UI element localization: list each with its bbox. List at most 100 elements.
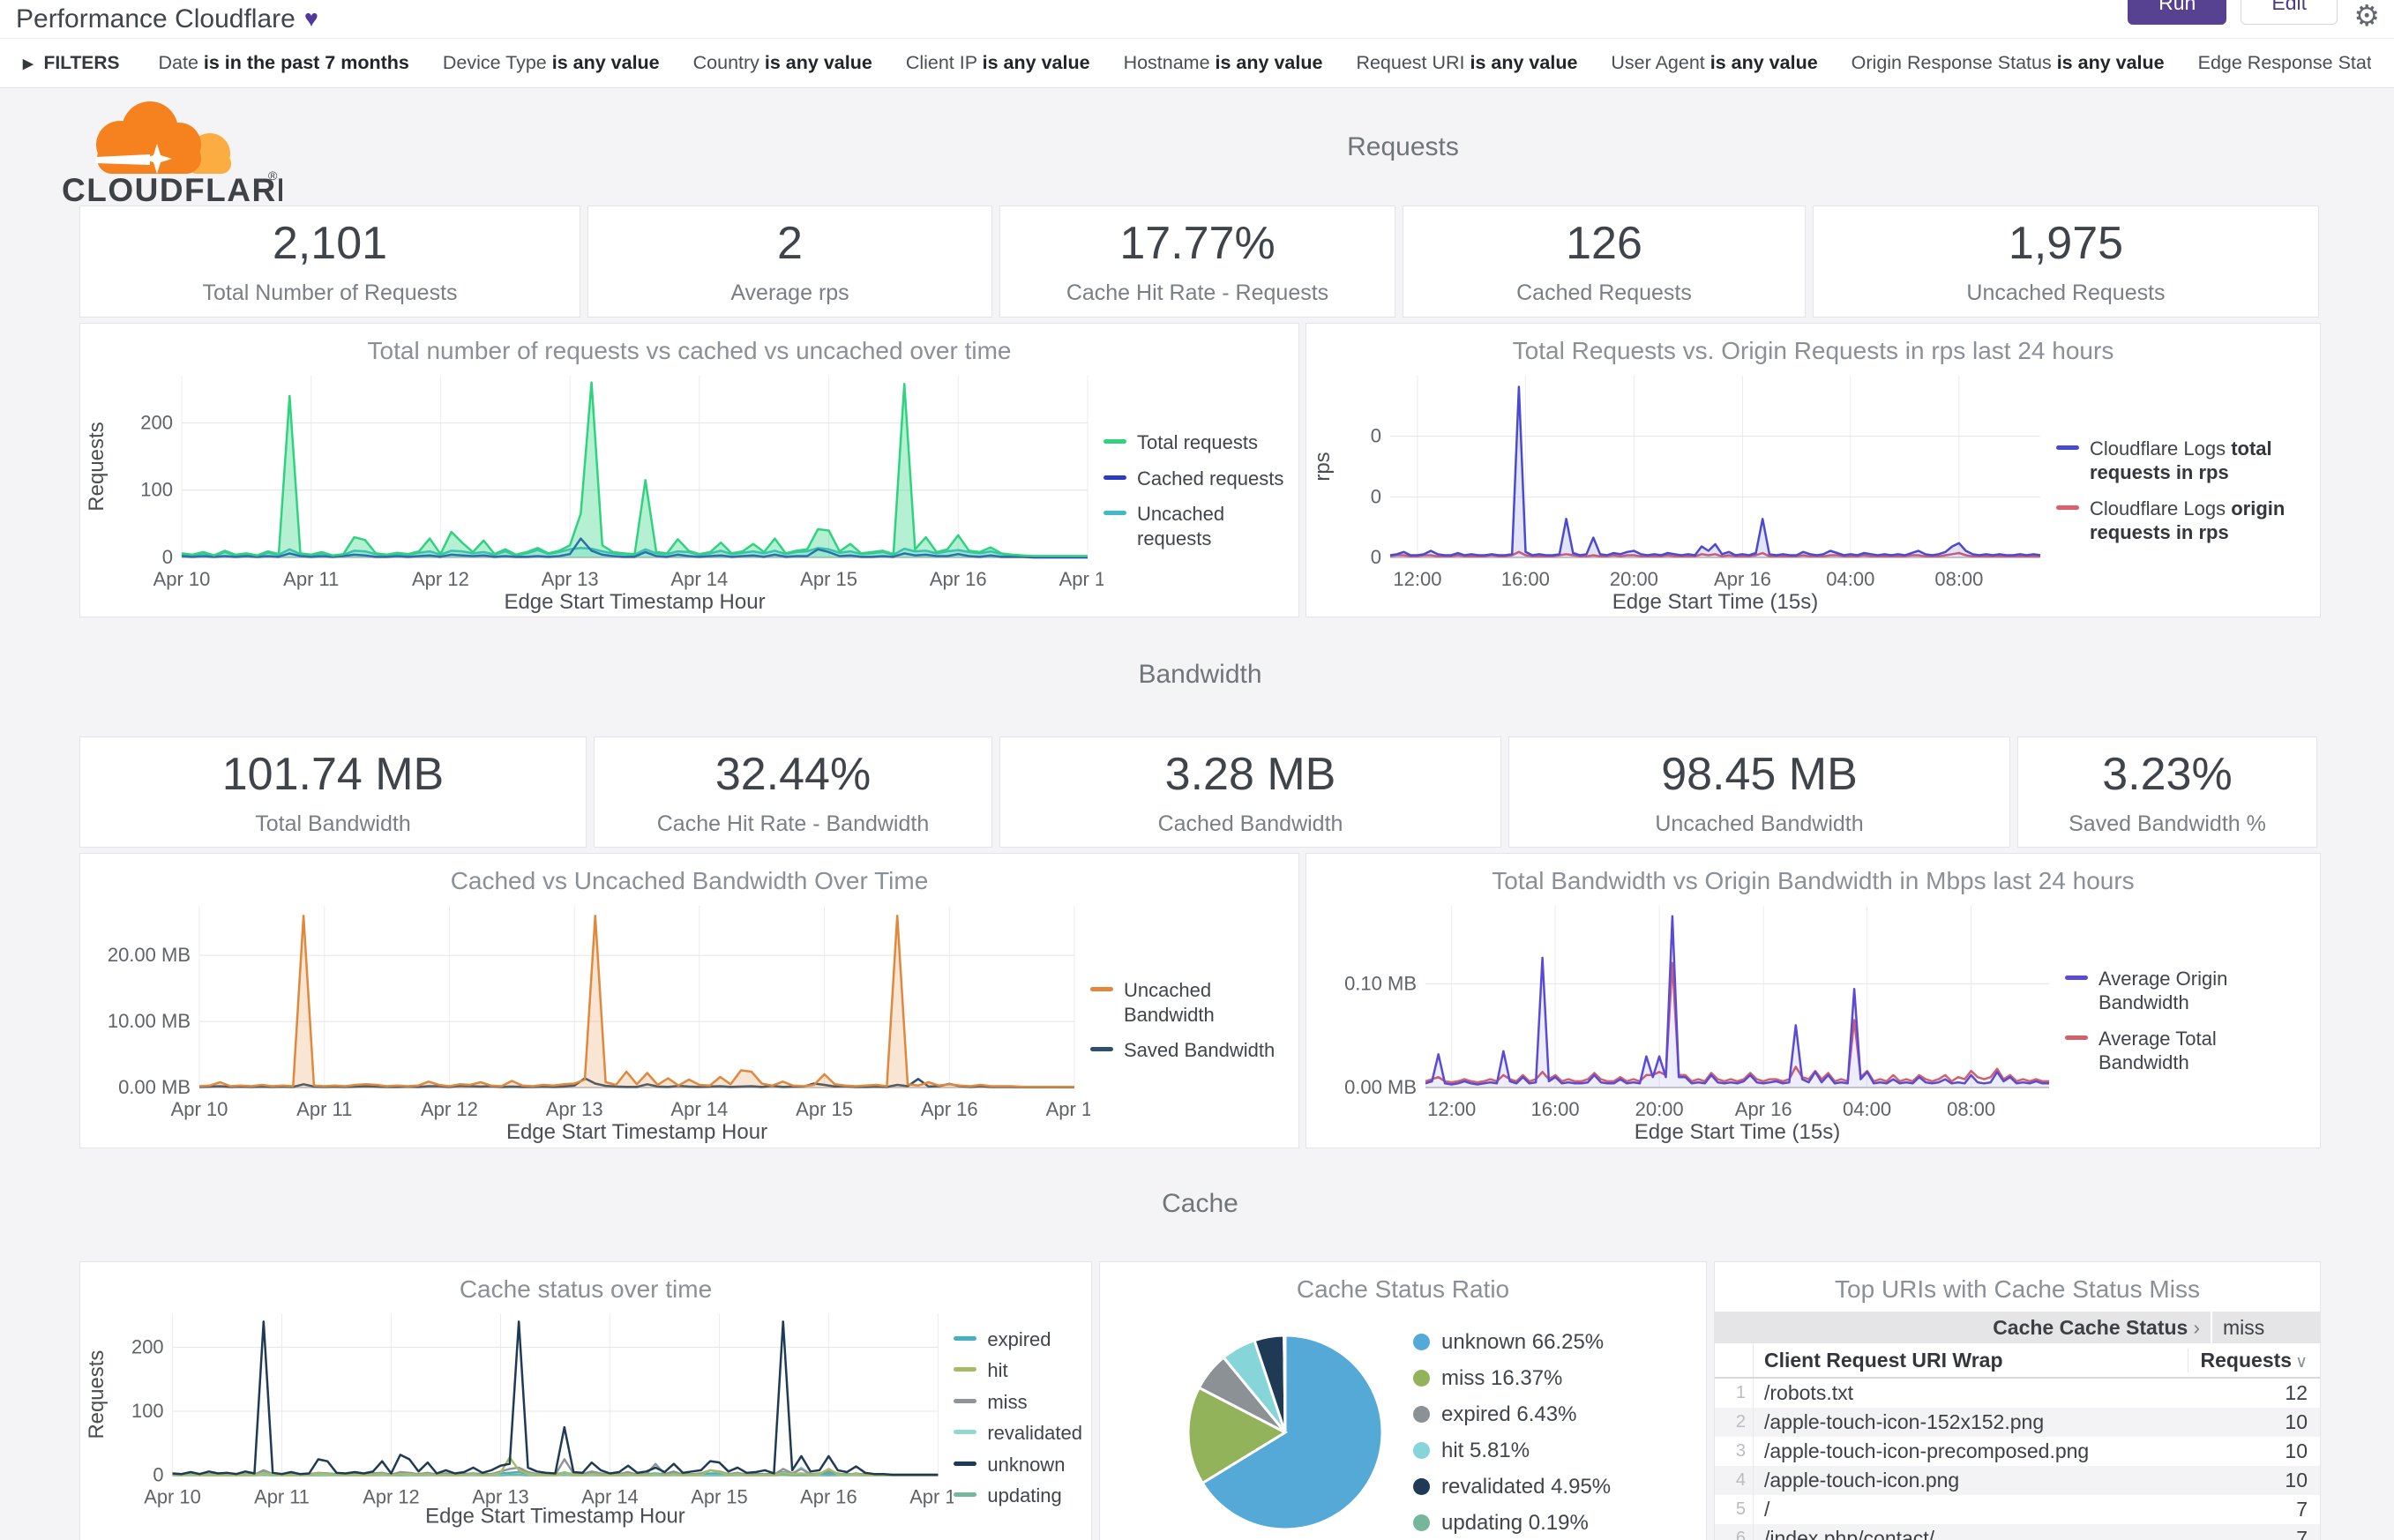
filter-field: Client IP [905,52,983,73]
svg-text:Apr 14: Apr 14 [670,568,728,590]
svg-text:Apr 12: Apr 12 [363,1486,419,1508]
table-header-row: Client Request URI Wrap Requests ∨ [1715,1343,2320,1379]
kpi-tile[interactable]: 17.77% Cache Hit Rate - Requests [999,206,1395,318]
kpi-tile[interactable]: 1,975 Uncached Requests [1813,206,2319,318]
filters-toggle[interactable]: ▶ FILTERS [23,53,120,74]
expand-triangle-icon: ▶ [23,56,34,71]
legend-swatch [954,1430,977,1434]
requests-column-header[interactable]: Requests ∨ [2188,1348,2320,1372]
uri-cell[interactable]: /robots.txt [1764,1381,1853,1404]
kpi-label: Total Number of Requests [202,280,458,305]
pie-legend-item[interactable]: updating 0.19% [1413,1511,1611,1536]
kpi-label: Cache Hit Rate - Bandwidth [656,811,930,836]
legend-item[interactable]: Cloudflare Logs origin requests in rps [2056,497,2311,545]
requests-cell[interactable]: 7 [2296,1527,2308,1540]
filter-field: User Agent [1611,52,1710,73]
requests-cell[interactable]: 10 [2285,1439,2308,1462]
legend-item[interactable]: Average Total Bandwidth [2065,1027,2311,1075]
chart-title: Cache status over time [459,1275,713,1303]
requests-cell[interactable]: 7 [2296,1498,2308,1521]
run-button[interactable]: Run [2128,0,2227,25]
uri-cell[interactable]: /apple-touch-icon.png [1764,1469,1960,1491]
pie-legend-item[interactable]: miss 16.37% [1413,1366,1611,1391]
legend-item[interactable]: Cloudflare Logs total requests in rps [2056,437,2311,485]
pie-legend-label: revalidated 4.95% [1441,1474,1612,1499]
legend-item[interactable]: hit [954,1358,1082,1383]
pie-slice-miss[interactable] [1186,1386,1289,1485]
pivot-header-label[interactable]: Cache Cache Status › [1993,1315,2200,1339]
kpi-tile[interactable]: 126 Cached Requests [1403,206,1806,318]
kpi-tile[interactable]: 3.28 MB Cached Bandwidth [999,736,1501,848]
row-number: 5 [1715,1495,1754,1524]
filter-chip[interactable]: Date is in the past 7 months [159,52,409,74]
requests-cell[interactable]: 10 [2285,1469,2308,1491]
legend-item[interactable]: unknown [954,1453,1082,1477]
kpi-tile[interactable]: 2 Average rps [587,206,992,318]
pie-slice-unknown[interactable] [1201,1334,1384,1531]
pie-legend-item[interactable]: revalidated 4.95% [1413,1475,1611,1499]
uri-cell[interactable]: /apple-touch-icon-precomposed.png [1764,1439,2090,1462]
legend-item[interactable]: updating [954,1484,1082,1508]
table-row: 5 / 7 [1715,1495,2320,1524]
uri-cell[interactable]: /index.php/contact/ [1764,1527,1935,1540]
filter-condition: is any value [551,52,660,73]
uri-cell[interactable]: / [1764,1498,1770,1521]
chart-title: Cache Status Ratio [1296,1275,1510,1303]
rps-24h-chart: 12:00 16:00 20:00 Apr 16 04:00 08:00 0 0 0 rps Edg… [1311,376,2041,614]
legend-item[interactable]: Uncached Bandwidth [1090,978,1290,1027]
legend-label: Total requests [1137,431,1258,453]
svg-text:20:00: 20:00 [1635,1098,1684,1120]
svg-text:Apr 15: Apr 15 [691,1486,747,1508]
kpi-tile[interactable]: 2,101 Total Number of Requests [79,206,580,318]
svg-text:0: 0 [1371,485,1381,507]
sort-desc-icon: ∨ [2295,1352,2308,1372]
kpi-tile[interactable]: 3.23% Saved Bandwidth % [2017,736,2317,848]
bandwidth-chart-row: Cached vs Uncached Bandwidth Over Time A… [79,853,2321,1148]
legend-item[interactable]: Average Origin Bandwidth [2065,967,2311,1015]
filter-chip[interactable]: Device Type is any value [443,52,660,74]
svg-text:0.10 MB: 0.10 MB [1344,972,1417,994]
legend-item[interactable]: Cached requests [1103,467,1290,491]
pie-legend-item[interactable]: expired 6.43% [1413,1402,1611,1427]
filter-chip[interactable]: Country is any value [693,52,872,74]
kpi-tile[interactable]: 32.44% Cache Hit Rate - Bandwidth [594,736,992,848]
kpi-label: Average rps [730,280,849,305]
filter-chip[interactable]: Edge Response Status is any value [2198,52,2371,74]
svg-text:Apr 11: Apr 11 [283,568,339,590]
legend-swatch [1103,439,1126,444]
tile-requests-over-time: Total number of requests vs cached vs un… [79,323,1299,617]
pie-legend-item[interactable]: hit 5.81% [1413,1439,1611,1463]
filter-field: Country [692,52,765,73]
legend-item[interactable]: expired [954,1327,1082,1352]
kpi-tile[interactable]: 101.74 MB Total Bandwidth [79,736,587,848]
edit-button[interactable]: Edit [2241,0,2338,25]
legend-item[interactable]: Uncached requests [1103,502,1290,550]
requests-cell[interactable]: 12 [2285,1381,2308,1404]
filter-chip[interactable]: User Agent is any value [1611,52,1817,74]
legend-item[interactable]: Total requests [1103,430,1290,455]
filter-chip[interactable]: Request URI is any value [1356,52,1577,74]
legend-item[interactable]: revalidated [954,1421,1082,1446]
chart-title: Total Bandwidth vs Origin Bandwidth in M… [1492,867,2135,894]
legend-item[interactable]: miss [954,1390,1082,1415]
uri-column-header[interactable]: Client Request URI Wrap [1764,1348,2003,1372]
legend-label: hit [987,1359,1008,1381]
tile-top-uris-miss: Top URIs with Cache Status Miss Cache Ca… [1714,1261,2321,1540]
legend-swatch [954,1335,977,1341]
bandwidth-24h-legend: Average Origin Bandwidth Average Total Ba… [2065,967,2320,1075]
uri-cell[interactable]: /apple-touch-icon-152x152.png [1764,1410,2045,1433]
legend-item[interactable]: Saved Bandwidth [1090,1038,1290,1063]
filter-field: Request URI [1356,52,1470,73]
filter-chip[interactable]: Client IP is any value [906,52,1090,74]
filter-condition: is in the past 7 months [203,52,409,73]
filter-chip[interactable]: Hostname is any value [1124,52,1323,74]
pie-legend-item[interactable]: unknown 66.25% [1413,1330,1611,1355]
svg-text:Apr 13: Apr 13 [546,1098,603,1120]
pie-slice-updating[interactable] [1283,1334,1287,1433]
rps-24h-legend: Cloudflare Logs total requests in rps Clo… [2056,437,2320,545]
filter-chip[interactable]: Origin Response Status is any value [1852,52,2165,74]
requests-cell[interactable]: 10 [2285,1410,2308,1433]
svg-text:20.00 MB: 20.00 MB [108,944,191,966]
gear-icon[interactable]: ⚙ [2353,0,2380,32]
kpi-tile[interactable]: 98.45 MB Uncached Bandwidth [1508,736,2010,848]
